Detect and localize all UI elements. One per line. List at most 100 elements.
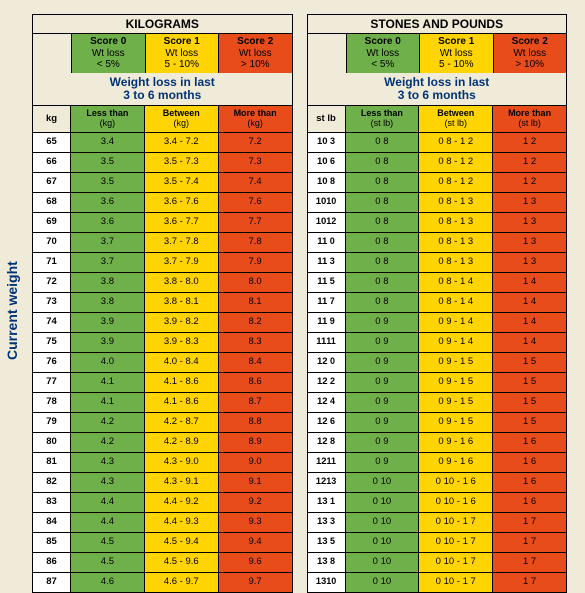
cell-between: 0 10 - 1 7 [419,532,493,552]
cell-between: 3.7 - 7.8 [144,232,218,252]
row-key: 72 [33,272,71,292]
cell-more: 7.6 [218,192,292,212]
cell-more: 1 5 [493,372,567,392]
table-row: 12110 90 9 - 1 61 6 [307,452,567,472]
table-row: 10100 80 8 - 1 31 3 [307,192,567,212]
table-row: 804.24.2 - 8.98.9 [33,432,293,452]
cell-more: 1 6 [493,472,567,492]
cell-between: 0 10 - 1 7 [419,552,493,572]
row-key: 73 [33,292,71,312]
row-key: 11 0 [307,232,345,252]
table-row: 864.54.5 - 9.69.6 [33,552,293,572]
cell-less: 0 10 [345,472,419,492]
cell-less: 0 9 [345,312,419,332]
row-key: 13 3 [307,512,345,532]
cell-between: 4.5 - 9.6 [144,552,218,572]
cell-more: 9.1 [218,472,292,492]
unit-header: KILOGRAMS [32,14,293,33]
cell-less: 3.6 [71,192,145,212]
cell-more: 9.3 [218,512,292,532]
cell-less: 0 9 [345,332,419,352]
cell-more: 1 4 [493,272,567,292]
cell-between: 0 9 - 1 5 [419,352,493,372]
cell-less: 4.4 [71,512,145,532]
table-row: 844.44.4 - 9.39.3 [33,512,293,532]
table-row: 13 10 100 10 - 1 61 6 [307,492,567,512]
score-cell: Score 1Wt loss5 - 10% [146,34,220,73]
row-key: 12 0 [307,352,345,372]
cell-less: 4.0 [71,352,145,372]
cell-less: 0 9 [345,412,419,432]
cell-between: 3.7 - 7.9 [144,252,218,272]
cell-more: 7.3 [218,152,292,172]
table-row: 12 60 90 9 - 1 51 5 [307,412,567,432]
cell-more: 1 3 [493,252,567,272]
table-row: 683.63.6 - 7.67.6 [33,192,293,212]
cell-between: 0 9 - 1 5 [419,392,493,412]
cell-between: 3.9 - 8.3 [144,332,218,352]
col-label: kg [33,106,71,133]
cell-more: 9.4 [218,532,292,552]
row-key: 77 [33,372,71,392]
cell-more: 8.2 [218,312,292,332]
sub-header: Less than(kg) [71,106,145,133]
cell-less: 3.8 [71,292,145,312]
table-row: 12 00 90 9 - 1 51 5 [307,352,567,372]
cell-less: 0 8 [345,152,419,172]
table-row: 11 70 80 8 - 1 41 4 [307,292,567,312]
cell-between: 0 8 - 1 2 [419,172,493,192]
table-row: 13 30 100 10 - 1 71 7 [307,512,567,532]
cell-between: 0 9 - 1 4 [419,312,493,332]
cell-more: 1 4 [493,332,567,352]
cell-between: 0 9 - 1 6 [419,452,493,472]
row-key: 11 3 [307,252,345,272]
cell-less: 0 9 [345,452,419,472]
cell-more: 8.3 [218,332,292,352]
cell-more: 8.4 [218,352,292,372]
table-row: 663.53.5 - 7.37.3 [33,152,293,172]
sub-header: More than(st lb) [493,106,567,133]
table-row: 753.93.9 - 8.38.3 [33,332,293,352]
cell-less: 0 8 [345,272,419,292]
cell-less: 4.5 [71,532,145,552]
row-key: 85 [33,532,71,552]
panel-stones: STONES AND POUNDSScore 0Wt loss< 5%Score… [307,14,568,566]
score-cell: Score 2Wt loss> 10% [494,34,567,73]
row-key: 13 8 [307,552,345,572]
cell-more: 1 2 [493,152,567,172]
cell-less: 4.4 [71,492,145,512]
page: Current weight KILOGRAMS Score 0Wt loss< … [0,0,585,580]
weight-table: st lbLess than(st lb)Between(st lb)More … [307,105,568,593]
cell-between: 0 8 - 1 2 [419,132,493,152]
table-row: 713.73.7 - 7.97.9 [33,252,293,272]
cell-between: 0 8 - 1 3 [419,252,493,272]
cell-more: 1 5 [493,412,567,432]
score-spacer [308,34,347,73]
cell-between: 0 8 - 1 3 [419,232,493,252]
cell-between: 0 9 - 1 5 [419,412,493,432]
row-key: 82 [33,472,71,492]
vertical-label: Current weight [4,261,20,360]
cell-between: 4.2 - 8.9 [144,432,218,452]
cell-between: 0 8 - 1 4 [419,272,493,292]
cell-between: 0 10 - 1 6 [419,492,493,512]
table-row: 12130 100 10 - 1 61 6 [307,472,567,492]
cell-less: 3.5 [71,152,145,172]
col-label: st lb [307,106,345,133]
row-key: 12 4 [307,392,345,412]
cell-between: 3.6 - 7.7 [144,212,218,232]
score-row: Score 0Wt loss< 5%Score 1Wt loss5 - 10%S… [307,33,568,73]
cell-more: 7.2 [218,132,292,152]
row-key: 66 [33,152,71,172]
row-key: 79 [33,412,71,432]
cell-less: 4.5 [71,552,145,572]
row-key: 12 6 [307,412,345,432]
table-row: 13 50 100 10 - 1 71 7 [307,532,567,552]
cell-less: 3.8 [71,272,145,292]
row-key: 1012 [307,212,345,232]
row-key: 12 8 [307,432,345,452]
cell-less: 0 9 [345,432,419,452]
cell-between: 0 9 - 1 5 [419,372,493,392]
table-row: 774.14.1 - 8.68.6 [33,372,293,392]
cell-less: 3.9 [71,332,145,352]
